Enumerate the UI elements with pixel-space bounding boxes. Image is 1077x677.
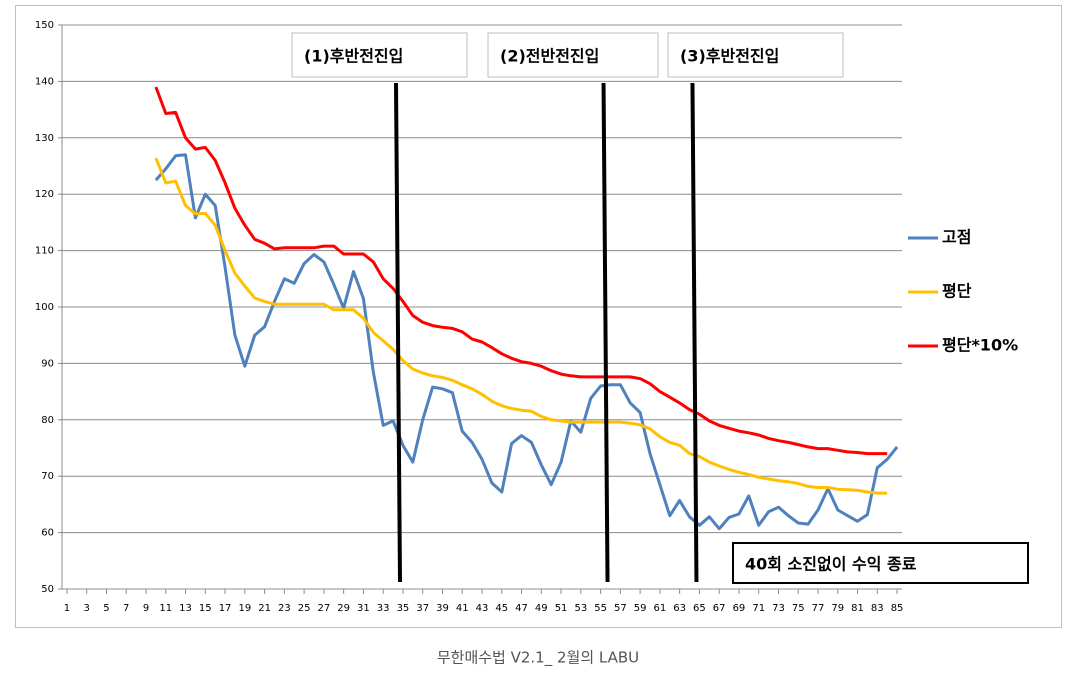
x-tick-label: 7 xyxy=(123,603,129,614)
y-tick-label: 140 xyxy=(35,76,54,87)
x-tick-label: 15 xyxy=(199,603,212,614)
x-tick-label: 35 xyxy=(397,603,410,614)
y-tick-label: 60 xyxy=(41,528,54,539)
x-tick-label: 13 xyxy=(179,603,192,614)
annotation-text: (2)전반전진입 xyxy=(500,47,599,66)
x-tick-label: 51 xyxy=(555,603,568,614)
series-line xyxy=(154,153,899,531)
x-tick-label: 5 xyxy=(103,603,109,614)
annotation-box xyxy=(667,32,844,78)
legend-label: 평단*10% xyxy=(942,336,1018,355)
x-tick-label: 31 xyxy=(357,603,370,614)
x-tick-label: 19 xyxy=(238,603,251,614)
annotation-box xyxy=(487,32,659,78)
x-tick-label: 3 xyxy=(84,603,90,614)
y-tick-label: 130 xyxy=(35,133,54,144)
y-tick-label: 50 xyxy=(41,584,54,595)
annotation-line xyxy=(690,82,699,583)
note-box xyxy=(732,542,1029,584)
x-tick-label: 55 xyxy=(594,603,607,614)
y-tick-label: 100 xyxy=(35,302,54,313)
legend-label: 평단 xyxy=(942,282,972,301)
x-tick-label: 17 xyxy=(219,603,232,614)
chart-frame xyxy=(15,5,1062,628)
y-tick-label: 70 xyxy=(41,471,54,482)
series-line xyxy=(154,157,888,495)
annotation-line xyxy=(601,82,610,583)
note-text: 40회 소진없이 수익 종료 xyxy=(745,555,917,574)
x-tick-label: 23 xyxy=(278,603,291,614)
x-tick-label: 37 xyxy=(416,603,429,614)
x-tick-label: 45 xyxy=(495,603,508,614)
x-tick-label: 83 xyxy=(871,603,884,614)
legend-label: 고점 xyxy=(942,228,971,247)
x-tick-label: 61 xyxy=(654,603,667,614)
y-tick-label: 110 xyxy=(35,246,54,257)
x-tick-label: 47 xyxy=(515,603,528,614)
x-tick-label: 85 xyxy=(891,603,904,614)
x-tick-label: 53 xyxy=(574,603,587,614)
x-tick-label: 59 xyxy=(634,603,647,614)
x-tick-label: 57 xyxy=(614,603,627,614)
x-tick-label: 79 xyxy=(831,603,844,614)
x-tick-label: 69 xyxy=(733,603,746,614)
x-tick-label: 63 xyxy=(673,603,686,614)
x-tick-label: 39 xyxy=(436,603,449,614)
y-tick-label: 150 xyxy=(35,20,54,31)
series-line xyxy=(154,86,888,456)
x-tick-label: 11 xyxy=(159,603,172,614)
x-tick-label: 71 xyxy=(752,603,765,614)
y-tick-label: 120 xyxy=(35,189,54,200)
x-tick-label: 81 xyxy=(851,603,864,614)
annotation-line xyxy=(394,82,402,583)
annotation-text: (1)후반전진입 xyxy=(304,47,403,66)
x-tick-label: 21 xyxy=(258,603,271,614)
y-tick-label: 90 xyxy=(41,358,54,369)
annotation-text: (3)후반전진입 xyxy=(680,47,779,66)
x-tick-label: 29 xyxy=(337,603,350,614)
x-tick-label: 67 xyxy=(713,603,726,614)
x-tick-label: 77 xyxy=(812,603,825,614)
caption: 무한매수법 V2.1_ 2월의 LABU xyxy=(437,649,639,668)
x-tick-label: 73 xyxy=(772,603,785,614)
x-tick-label: 27 xyxy=(318,603,331,614)
annotation-box xyxy=(291,32,468,78)
x-tick-label: 33 xyxy=(377,603,390,614)
x-tick-label: 75 xyxy=(792,603,805,614)
x-tick-label: 1 xyxy=(64,603,70,614)
x-tick-label: 43 xyxy=(476,603,489,614)
x-tick-label: 49 xyxy=(535,603,548,614)
x-tick-label: 9 xyxy=(143,603,149,614)
x-tick-label: 41 xyxy=(456,603,469,614)
x-tick-label: 25 xyxy=(298,603,311,614)
x-tick-label: 65 xyxy=(693,603,706,614)
y-tick-label: 80 xyxy=(41,415,54,426)
